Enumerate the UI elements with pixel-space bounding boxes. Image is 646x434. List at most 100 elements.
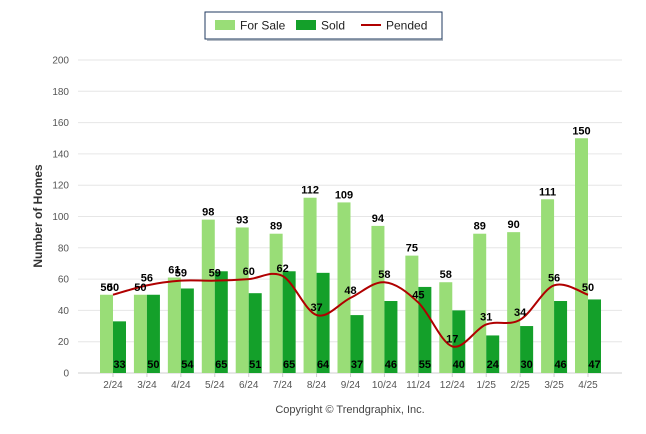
sold-bar	[384, 301, 398, 373]
pended-series-line	[112, 272, 589, 348]
for-sale-bar	[167, 277, 181, 373]
y-axis-title: Number of Homes	[31, 164, 45, 268]
pended-value-label: 58	[378, 269, 390, 281]
for-sale-value-label: 98	[202, 207, 214, 219]
data-labels: 5033505061549865935189651126410937944675…	[100, 125, 600, 371]
pended-line	[112, 272, 589, 348]
for-sale-value-label: 111	[539, 186, 556, 198]
pended-value-label: 48	[344, 285, 356, 297]
x-tick-label: 2/25	[510, 380, 530, 391]
y-tick-label: 100	[52, 212, 69, 223]
sold-bar	[316, 272, 330, 373]
sold-value-label: 40	[453, 359, 465, 371]
x-tick-label: 2/24	[103, 380, 123, 391]
x-tick-label: 8/24	[307, 380, 327, 391]
y-tick-label: 160	[52, 118, 69, 129]
sold-value-label: 55	[419, 359, 431, 371]
y-tick-label: 120	[52, 181, 69, 192]
sold-bar	[452, 310, 466, 373]
for-sale-value-label: 112	[301, 185, 319, 197]
pended-value-label: 56	[141, 272, 153, 284]
for-sale-value-label: 90	[508, 219, 520, 231]
pended-value-label: 60	[243, 266, 255, 278]
sold-bar	[418, 286, 432, 373]
y-tick-label: 0	[63, 369, 69, 380]
sold-bar	[113, 321, 126, 373]
sold-value-label: 47	[588, 359, 600, 371]
for-sale-bar	[201, 219, 215, 373]
x-tick-label: 7/24	[273, 380, 293, 391]
sold-value-label: 65	[283, 359, 295, 371]
for-sale-bar	[133, 294, 147, 373]
sold-value-label: 65	[215, 359, 227, 371]
y-tick-label: 180	[52, 87, 69, 98]
legend-swatch	[296, 20, 316, 30]
pended-value-label: 45	[412, 290, 424, 302]
for-sale-value-label: 50	[100, 282, 112, 294]
sold-bar	[282, 271, 296, 373]
y-tick-label: 40	[58, 306, 70, 317]
y-axis: 0 20 40 60 80 100 120 140 160 180 200	[52, 56, 69, 380]
for-sale-bar	[100, 294, 113, 373]
for-sale-bar	[541, 199, 555, 373]
pended-value-label: 17	[446, 333, 458, 345]
x-tick-label: 6/24	[239, 380, 259, 391]
sold-value-label: 33	[113, 359, 125, 371]
for-sale-value-label: 58	[440, 269, 452, 281]
for-sale-bar	[337, 202, 351, 373]
for-sale-bar	[303, 197, 317, 373]
pended-value-label: 31	[480, 311, 492, 323]
pended-value-label: 34	[514, 307, 527, 319]
for-sale-bar	[439, 282, 453, 373]
sold-bar	[588, 299, 601, 373]
sold-bar	[554, 301, 568, 373]
x-axis: 2/24 3/24 4/24 5/24 6/24 7/24 8/24 9/24 10/24 11/…	[103, 373, 598, 391]
for-sale-bar	[405, 255, 419, 373]
copyright-text: Copyright © Trendgraphix, Inc.	[275, 404, 424, 416]
for-sale-bar	[235, 227, 249, 373]
sold-bar	[350, 315, 364, 373]
sold-bar	[520, 326, 534, 373]
sold-bar	[180, 288, 194, 373]
for-sale-value-label: 89	[270, 221, 282, 233]
for-sale-value-label: 109	[335, 189, 353, 201]
x-tick-label: 1/25	[476, 380, 496, 391]
bars	[100, 138, 601, 373]
y-tick-label: 200	[52, 56, 69, 67]
x-tick-label: 4/24	[171, 380, 191, 391]
sold-value-label: 51	[249, 359, 261, 371]
legend-label: For Sale	[240, 19, 286, 33]
sold-bar	[486, 335, 500, 373]
y-tick-label: 140	[52, 149, 69, 160]
sold-value-label: 24	[487, 359, 500, 371]
for-sale-value-label: 61	[168, 265, 180, 277]
x-tick-label: 4/25	[578, 380, 598, 391]
for-sale-bar	[507, 232, 521, 373]
x-tick-label: 12/24	[440, 380, 465, 391]
x-tick-label: 3/24	[137, 380, 157, 391]
pended-value-label: 56	[548, 272, 560, 284]
sold-value-label: 30	[521, 359, 533, 371]
for-sale-bar	[269, 233, 283, 373]
y-tick-label: 20	[58, 337, 70, 348]
sold-bar	[214, 271, 228, 373]
sold-bar	[146, 294, 160, 373]
pended-value-label: 59	[209, 268, 221, 280]
pended-value-label: 37	[310, 302, 322, 314]
for-sale-value-label: 150	[572, 125, 590, 137]
pended-value-label: 50	[107, 282, 119, 294]
sold-value-label: 64	[317, 359, 330, 371]
x-tick-label: 3/25	[544, 380, 564, 391]
x-tick-label: 5/24	[205, 380, 225, 391]
legend[interactable]: For Sale Sold Pended	[204, 11, 443, 41]
x-tick-label: 11/24	[406, 380, 431, 391]
sold-bar	[248, 293, 262, 373]
x-tick-label: 9/24	[341, 380, 361, 391]
for-sale-bar	[575, 138, 588, 373]
sold-value-label: 37	[351, 359, 363, 371]
for-sale-value-label: 94	[372, 213, 385, 225]
for-sale-bar	[473, 233, 487, 373]
pended-value-label: 62	[277, 263, 289, 275]
sold-value-label: 46	[554, 359, 566, 371]
